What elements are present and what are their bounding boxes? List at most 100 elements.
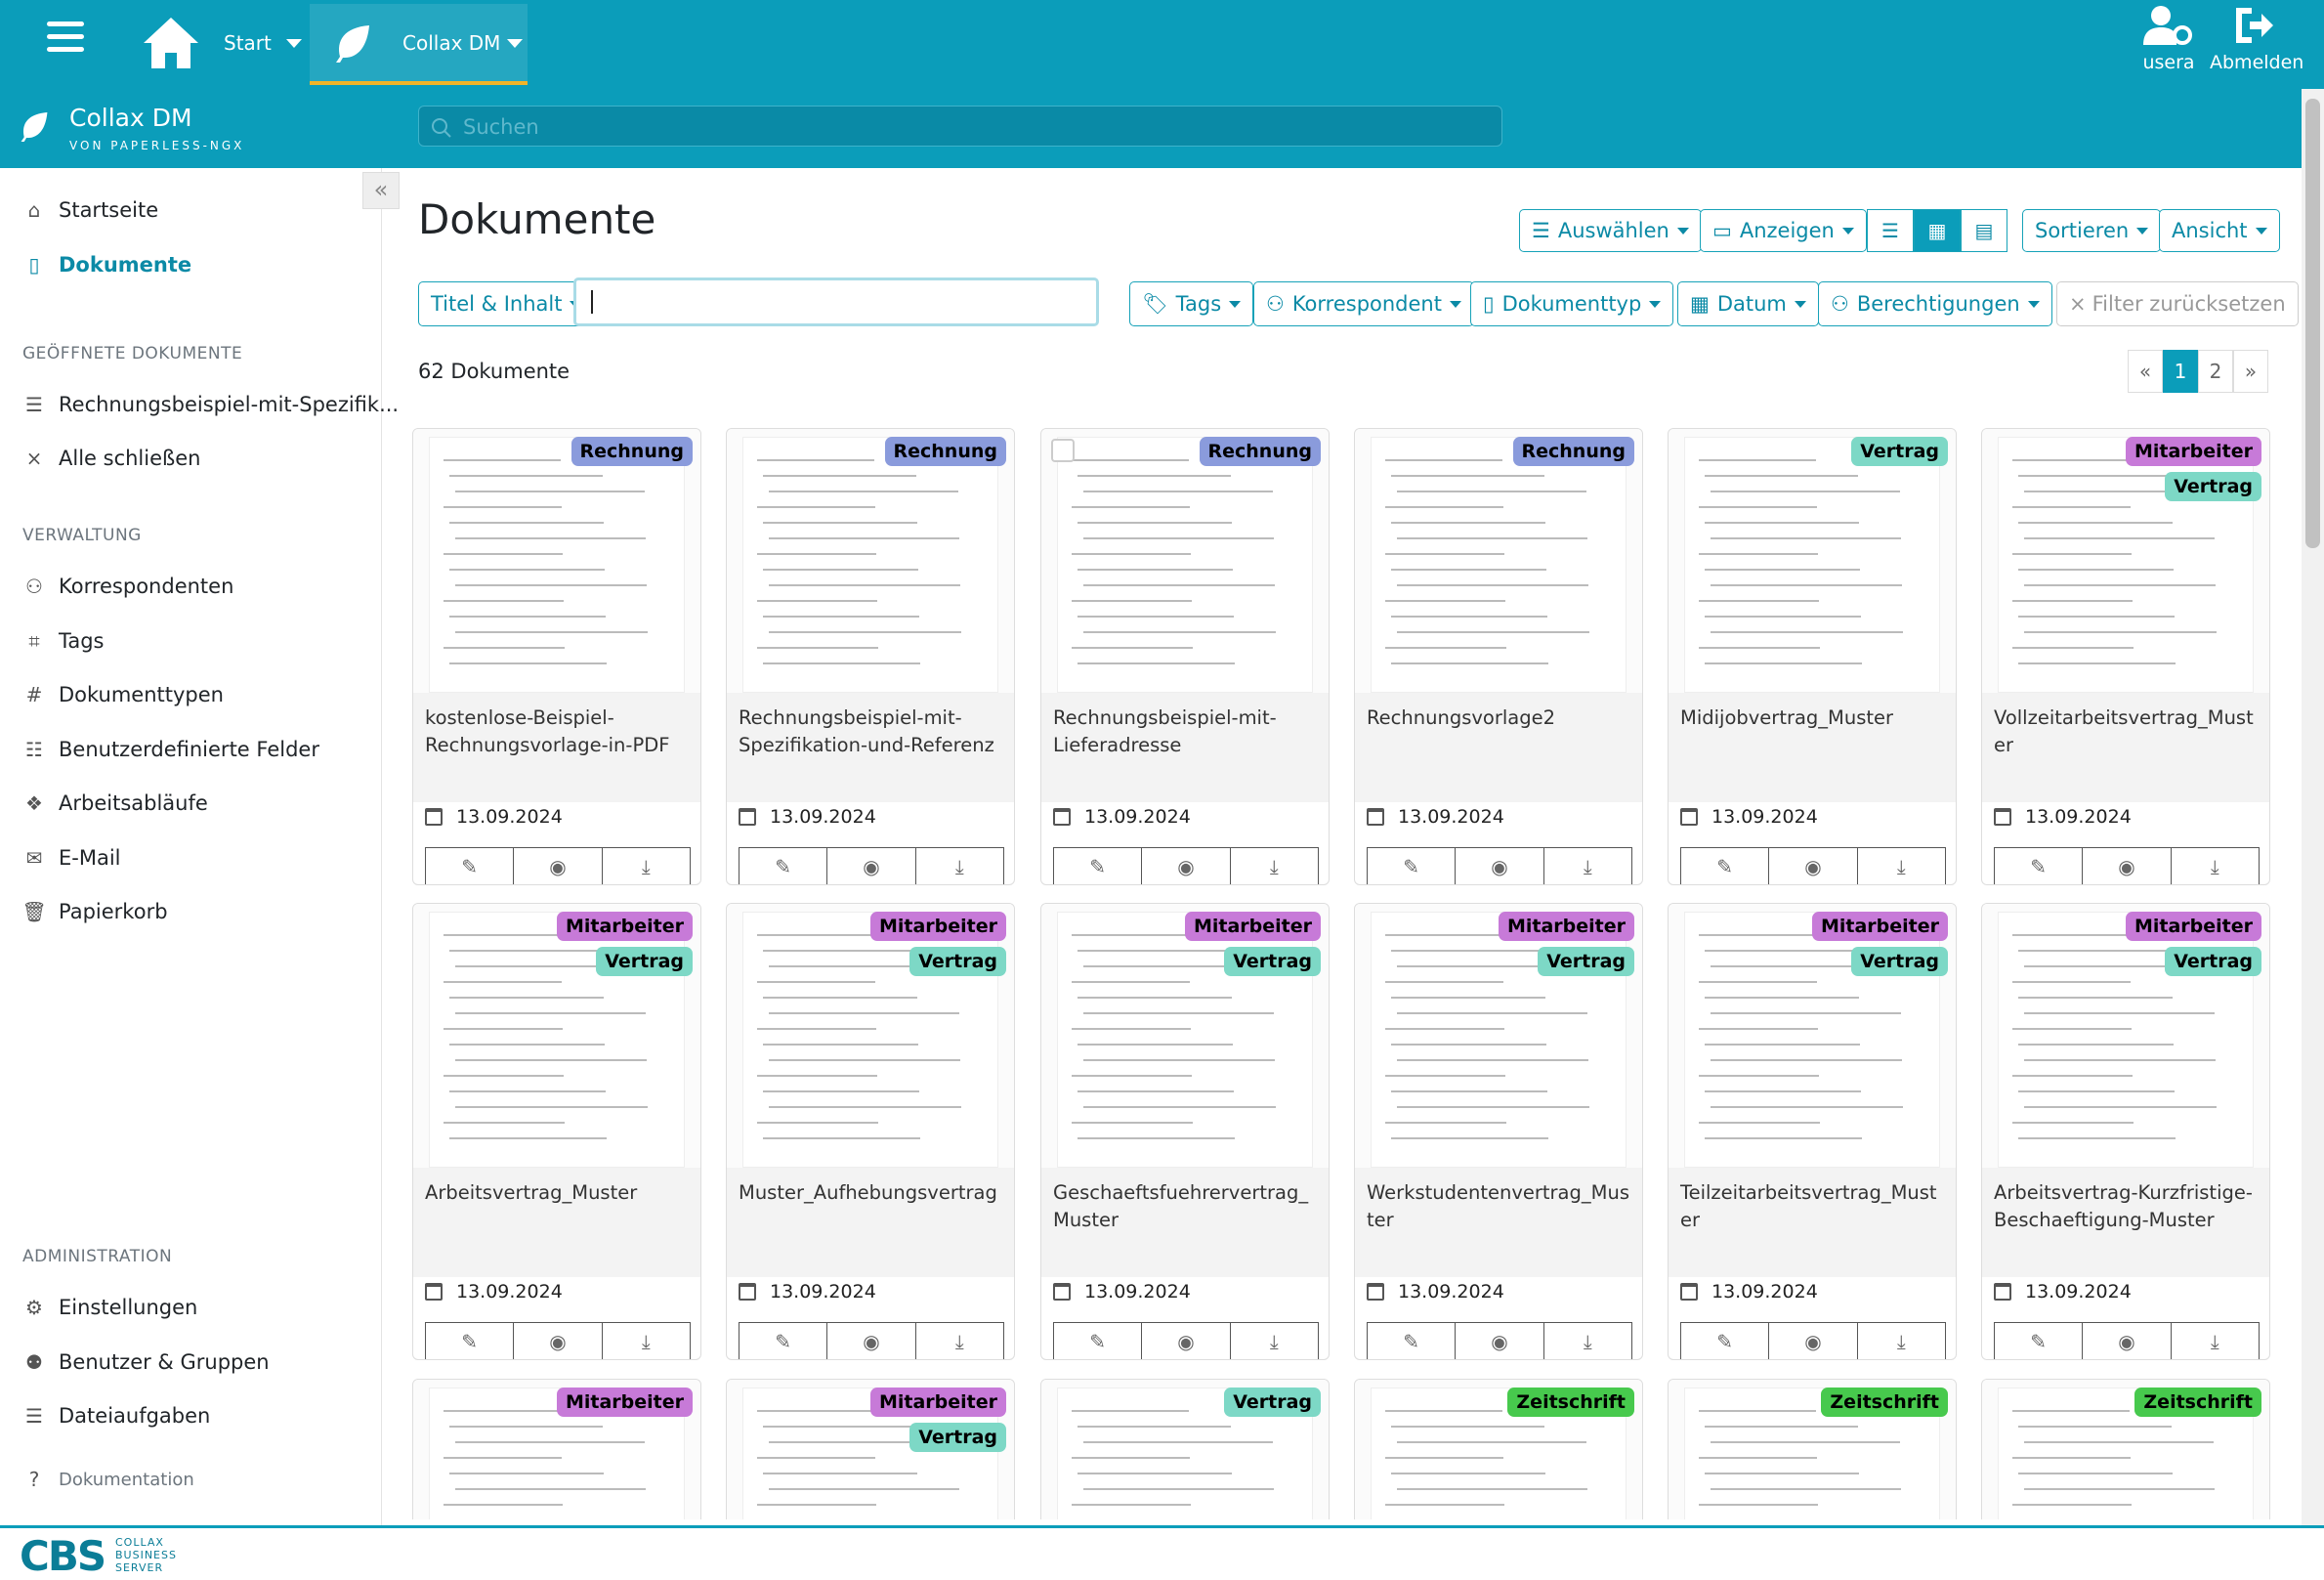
- document-title[interactable]: Rechnungsvorlage2: [1355, 693, 1642, 802]
- large-cards-view-icon[interactable]: ▤: [1961, 209, 2007, 252]
- tag-badge[interactable]: Vertrag: [1851, 437, 1948, 466]
- sidebar-item-workflows[interactable]: ❖ Arbeitsabläufe: [23, 784, 208, 823]
- pagination-prev[interactable]: «: [2128, 350, 2163, 393]
- home-icon[interactable]: [142, 16, 200, 70]
- document-title[interactable]: Teilzeitarbeitsvertrag_Muster: [1669, 1168, 1956, 1277]
- view-button[interactable]: Ansicht: [2159, 209, 2280, 252]
- pagination-next[interactable]: »: [2233, 350, 2268, 393]
- edit-icon[interactable]: ✎: [1994, 847, 2084, 884]
- tag-badge[interactable]: Vertrag: [1851, 947, 1948, 976]
- tag-badge[interactable]: Zeitschrift: [1507, 1388, 1634, 1417]
- sidebar-item-tags[interactable]: ⌗ Tags: [23, 621, 104, 661]
- eye-icon[interactable]: ◉: [827, 1322, 916, 1359]
- document-thumbnail[interactable]: [1355, 904, 1642, 1168]
- document-title[interactable]: Vollzeitarbeitsvertrag_Muster: [1982, 693, 2269, 802]
- document-thumbnail[interactable]: [1669, 429, 1956, 693]
- document-title[interactable]: Muster_Aufhebungsvertrag: [727, 1168, 1014, 1277]
- scrollbar-thumb[interactable]: [2305, 99, 2320, 548]
- title-content-filter-input[interactable]: [573, 278, 1099, 326]
- document-thumbnail[interactable]: [1041, 1380, 1329, 1524]
- edit-icon[interactable]: ✎: [739, 847, 828, 884]
- eye-icon[interactable]: ◉: [827, 847, 916, 884]
- tag-badge[interactable]: Rechnung: [1512, 437, 1634, 466]
- tag-badge[interactable]: Mitarbeiter: [556, 912, 693, 941]
- document-thumbnail[interactable]: [1355, 1380, 1642, 1524]
- show-button[interactable]: ▭ Anzeigen: [1700, 209, 1867, 252]
- document-card[interactable]: Rechnung Rechnungsvorlage2 13.09.2024 ✎ ◉ ⤓: [1354, 428, 1643, 885]
- eye-icon[interactable]: ◉: [1456, 1322, 1544, 1359]
- user-menu[interactable]: usera: [2139, 4, 2198, 73]
- document-card[interactable]: Rechnung Rechnungsbeispiel-mit-Lieferadre…: [1040, 428, 1330, 885]
- sidebar-item-trash[interactable]: 🗑 Papierkorb: [21, 900, 168, 923]
- tab-collax-dm[interactable]: Collax DM: [310, 4, 528, 85]
- eye-icon[interactable]: ◉: [514, 847, 603, 884]
- tag-badge[interactable]: Mitarbeiter: [556, 1388, 693, 1417]
- document-card[interactable]: Mitarbeiter Vertrag Arbeitsvertrag_Muster 1…: [412, 903, 701, 1360]
- document-thumbnail[interactable]: [727, 904, 1014, 1168]
- download-icon[interactable]: ⤓: [2171, 1322, 2260, 1359]
- grid-view-icon[interactable]: ▦: [1914, 209, 1961, 252]
- download-icon[interactable]: ⤓: [1230, 847, 1319, 884]
- pagination-page-1[interactable]: 1: [2163, 350, 2198, 393]
- document-card[interactable]: Mitarbeiter Vertrag Geschaeftsfuehrervertr…: [1040, 903, 1330, 1360]
- document-thumbnail[interactable]: [413, 904, 700, 1168]
- tag-badge[interactable]: Vertrag: [2165, 472, 2261, 501]
- sidebar-item-startseite[interactable]: ⌂ Startseite: [23, 191, 159, 230]
- document-thumbnail[interactable]: [1982, 904, 2269, 1168]
- edit-icon[interactable]: ✎: [739, 1322, 828, 1359]
- document-card[interactable]: Rechnung Rechnungsbeispiel-mit-Spezifikat…: [726, 428, 1015, 885]
- tag-badge[interactable]: Vertrag: [1224, 947, 1321, 976]
- tag-badge[interactable]: Vertrag: [1224, 1388, 1321, 1417]
- tag-badge[interactable]: Rechnung: [1199, 437, 1321, 466]
- collapse-sidebar-button[interactable]: «: [362, 172, 400, 209]
- document-thumbnail[interactable]: [1041, 904, 1329, 1168]
- edit-icon[interactable]: ✎: [1680, 1322, 1770, 1359]
- select-checkbox[interactable]: [1051, 439, 1075, 462]
- sidebar-item-dokumente[interactable]: ▯ Dokumente: [23, 245, 191, 284]
- reset-filter-button[interactable]: × Filter zurücksetzen: [2056, 281, 2299, 326]
- sidebar-item-open-document[interactable]: ☰ Rechnungsbeispiel-mit-Spezifik...: [23, 385, 399, 424]
- tag-badge[interactable]: Vertrag: [1538, 947, 1634, 976]
- edit-icon[interactable]: ✎: [1994, 1322, 2084, 1359]
- edit-icon[interactable]: ✎: [425, 847, 515, 884]
- list-view-icon[interactable]: ☰: [1867, 209, 1914, 252]
- sidebar-item-email[interactable]: ✉ E-Mail: [23, 838, 121, 877]
- tag-badge[interactable]: Mitarbeiter: [869, 912, 1006, 941]
- edit-icon[interactable]: ✎: [1680, 847, 1770, 884]
- logout-button[interactable]: Abmelden: [2210, 4, 2303, 73]
- document-title[interactable]: Rechnungsbeispiel-mit-Lieferadresse: [1041, 693, 1329, 802]
- document-type-filter-button[interactable]: ▯ Dokumenttyp: [1470, 281, 1674, 326]
- document-thumbnail[interactable]: [1355, 429, 1642, 693]
- chevron-down-icon[interactable]: [507, 39, 523, 48]
- document-card[interactable]: Mitarbeiter Vertrag Vollzeitarbeitsvertrag…: [1981, 428, 2270, 885]
- tag-badge[interactable]: Zeitschrift: [2134, 1388, 2261, 1417]
- document-card[interactable]: Vertrag: [1040, 1379, 1330, 1525]
- document-card[interactable]: Mitarbeiter Vertrag Werkstudentenvertrag_M…: [1354, 903, 1643, 1360]
- download-icon[interactable]: ⤓: [915, 847, 1004, 884]
- document-card[interactable]: Zeitschrift: [1668, 1379, 1957, 1525]
- eye-icon[interactable]: ◉: [1456, 847, 1544, 884]
- sidebar-item-users-groups[interactable]: ⚉ Benutzer & Gruppen: [23, 1343, 270, 1382]
- tag-badge[interactable]: Mitarbeiter: [1498, 912, 1634, 941]
- scrollbar[interactable]: [2302, 89, 2324, 1525]
- download-icon[interactable]: ⤓: [1543, 847, 1632, 884]
- tags-filter-button[interactable]: 🏷 Tags: [1129, 281, 1254, 326]
- select-button[interactable]: ☰ Auswählen: [1519, 209, 1702, 252]
- sort-button[interactable]: Sortieren: [2022, 209, 2162, 252]
- edit-icon[interactable]: ✎: [1053, 847, 1143, 884]
- tag-badge[interactable]: Zeitschrift: [1821, 1388, 1948, 1417]
- download-icon[interactable]: ⤓: [1543, 1322, 1632, 1359]
- edit-icon[interactable]: ✎: [1367, 1322, 1457, 1359]
- tag-badge[interactable]: Mitarbeiter: [1811, 912, 1948, 941]
- eye-icon[interactable]: ◉: [1769, 847, 1858, 884]
- menu-icon[interactable]: [47, 21, 84, 55]
- document-title[interactable]: Geschaeftsfuehrervertrag_Muster: [1041, 1168, 1329, 1277]
- sidebar-item-custom-fields[interactable]: ☷ Benutzerdefinierte Felder: [23, 730, 319, 769]
- document-thumbnail[interactable]: [727, 429, 1014, 693]
- tag-badge[interactable]: Mitarbeiter: [2125, 912, 2261, 941]
- document-card[interactable]: Vertrag Midijobvertrag_Muster 13.09.2024 ✎ ◉…: [1668, 428, 1957, 885]
- document-card[interactable]: Zeitschrift: [1354, 1379, 1643, 1525]
- document-card[interactable]: Mitarbeiter Vertrag Teilzeitarbeitsvertrag…: [1668, 903, 1957, 1360]
- document-title[interactable]: Arbeitsvertrag_Muster: [413, 1168, 700, 1277]
- date-filter-button[interactable]: ▦ Datum: [1677, 281, 1819, 326]
